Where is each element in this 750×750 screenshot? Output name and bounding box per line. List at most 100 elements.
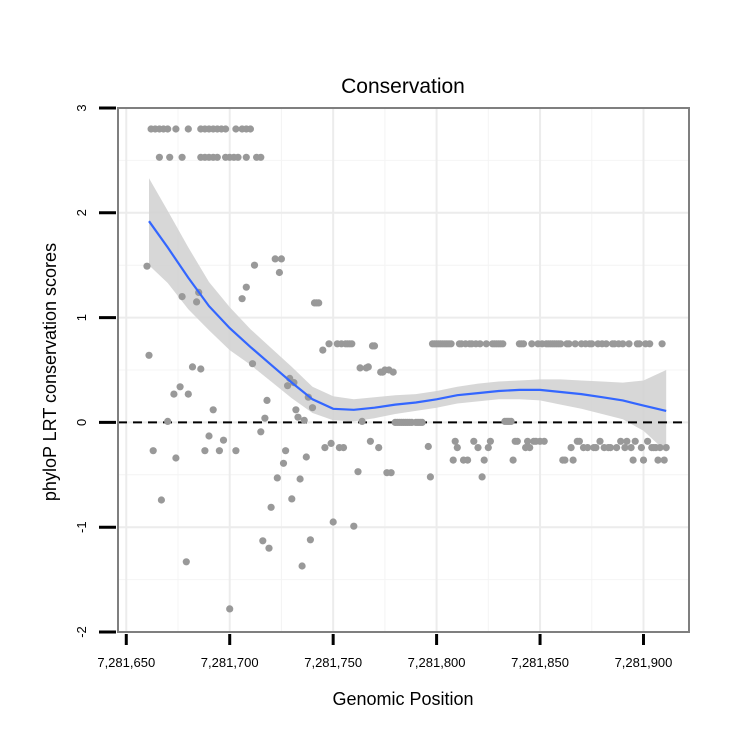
- x-tick-label: 7,281,650: [97, 655, 155, 670]
- data-point: [193, 298, 201, 306]
- data-point: [178, 153, 186, 161]
- y-axis-label: phyloP LRT conservation scores: [40, 243, 60, 501]
- data-point: [613, 444, 621, 452]
- data-point: [257, 153, 265, 161]
- data-point: [567, 444, 575, 452]
- data-point: [325, 340, 333, 348]
- data-point: [298, 562, 306, 570]
- data-point: [321, 444, 329, 452]
- data-point: [213, 153, 221, 161]
- data-point: [619, 340, 627, 348]
- y-tick-label: -2: [74, 626, 89, 638]
- data-point: [282, 447, 290, 455]
- data-point: [470, 437, 478, 445]
- data-point: [565, 340, 573, 348]
- data-point: [364, 363, 372, 371]
- data-point: [242, 283, 250, 291]
- data-point: [184, 390, 192, 398]
- data-point: [476, 340, 484, 348]
- data-point: [656, 444, 664, 452]
- data-point: [226, 605, 234, 613]
- data-point: [507, 417, 515, 425]
- data-point: [557, 340, 565, 348]
- data-point: [596, 437, 604, 445]
- y-tick-label: 3: [74, 104, 89, 111]
- data-point: [571, 340, 579, 348]
- data-point: [172, 125, 180, 133]
- confidence-band: [149, 178, 667, 452]
- data-point: [215, 447, 223, 455]
- data-point: [424, 442, 432, 451]
- data-point: [646, 340, 654, 348]
- data-point: [339, 444, 348, 452]
- data-point: [478, 473, 486, 481]
- data-point: [279, 459, 288, 467]
- data-point: [358, 417, 366, 425]
- data-point: [302, 453, 310, 461]
- data-point: [637, 444, 646, 452]
- data-point: [306, 536, 314, 544]
- data-point: [182, 558, 190, 566]
- data-point: [157, 496, 165, 504]
- data-point: [575, 437, 584, 445]
- data-point: [519, 340, 528, 348]
- data-point: [660, 456, 668, 464]
- data-point: [261, 414, 269, 422]
- data-point: [486, 437, 494, 445]
- data-point: [238, 295, 246, 303]
- data-point: [350, 522, 358, 530]
- data-point: [561, 456, 569, 464]
- data-point: [300, 416, 308, 424]
- data-point: [631, 437, 639, 445]
- data-point: [625, 340, 633, 348]
- data-point: [606, 444, 615, 452]
- data-point: [453, 444, 461, 452]
- data-point: [219, 436, 228, 444]
- data-point: [658, 340, 666, 348]
- data-point: [288, 495, 296, 503]
- data-point: [234, 153, 242, 161]
- data-point: [569, 456, 577, 464]
- data-point: [184, 125, 192, 133]
- data-point: [149, 447, 157, 455]
- x-tick-label: 7,281,750: [304, 655, 362, 670]
- data-point: [201, 447, 209, 455]
- data-point: [482, 340, 490, 348]
- loess-smooth-line: [148, 220, 667, 412]
- y-tick-label: 2: [74, 209, 89, 216]
- data-point: [308, 404, 317, 412]
- data-point: [329, 518, 337, 526]
- data-point: [242, 153, 250, 161]
- data-point: [584, 444, 592, 452]
- y-tick-label: -1: [74, 521, 89, 533]
- data-point: [524, 437, 532, 445]
- x-tick-label: 7,281,850: [511, 655, 569, 670]
- data-point: [267, 503, 275, 511]
- data-point: [499, 340, 507, 348]
- data-point: [197, 365, 205, 373]
- data-point: [172, 454, 180, 462]
- data-point: [389, 368, 397, 376]
- data-point: [623, 437, 631, 445]
- x-tick-label: 7,281,800: [408, 655, 466, 670]
- y-tick-label: 0: [74, 419, 89, 426]
- data-point: [145, 351, 153, 359]
- data-point: [480, 456, 488, 464]
- data-point: [265, 544, 273, 552]
- x-tick-label: 7,281,700: [201, 655, 259, 670]
- data-point: [627, 444, 635, 452]
- data-point: [513, 437, 521, 445]
- data-point: [592, 444, 600, 452]
- data-point: [273, 474, 281, 482]
- data-point: [248, 360, 257, 368]
- data-point: [509, 456, 517, 464]
- x-axis-label: Genomic Position: [332, 689, 473, 709]
- data-point: [155, 153, 163, 161]
- data-point: [164, 417, 172, 425]
- data-point: [617, 437, 625, 445]
- data-point: [315, 299, 323, 307]
- data-point: [370, 342, 379, 350]
- data-point: [629, 456, 637, 464]
- data-point: [621, 444, 629, 452]
- data-point: [166, 153, 174, 161]
